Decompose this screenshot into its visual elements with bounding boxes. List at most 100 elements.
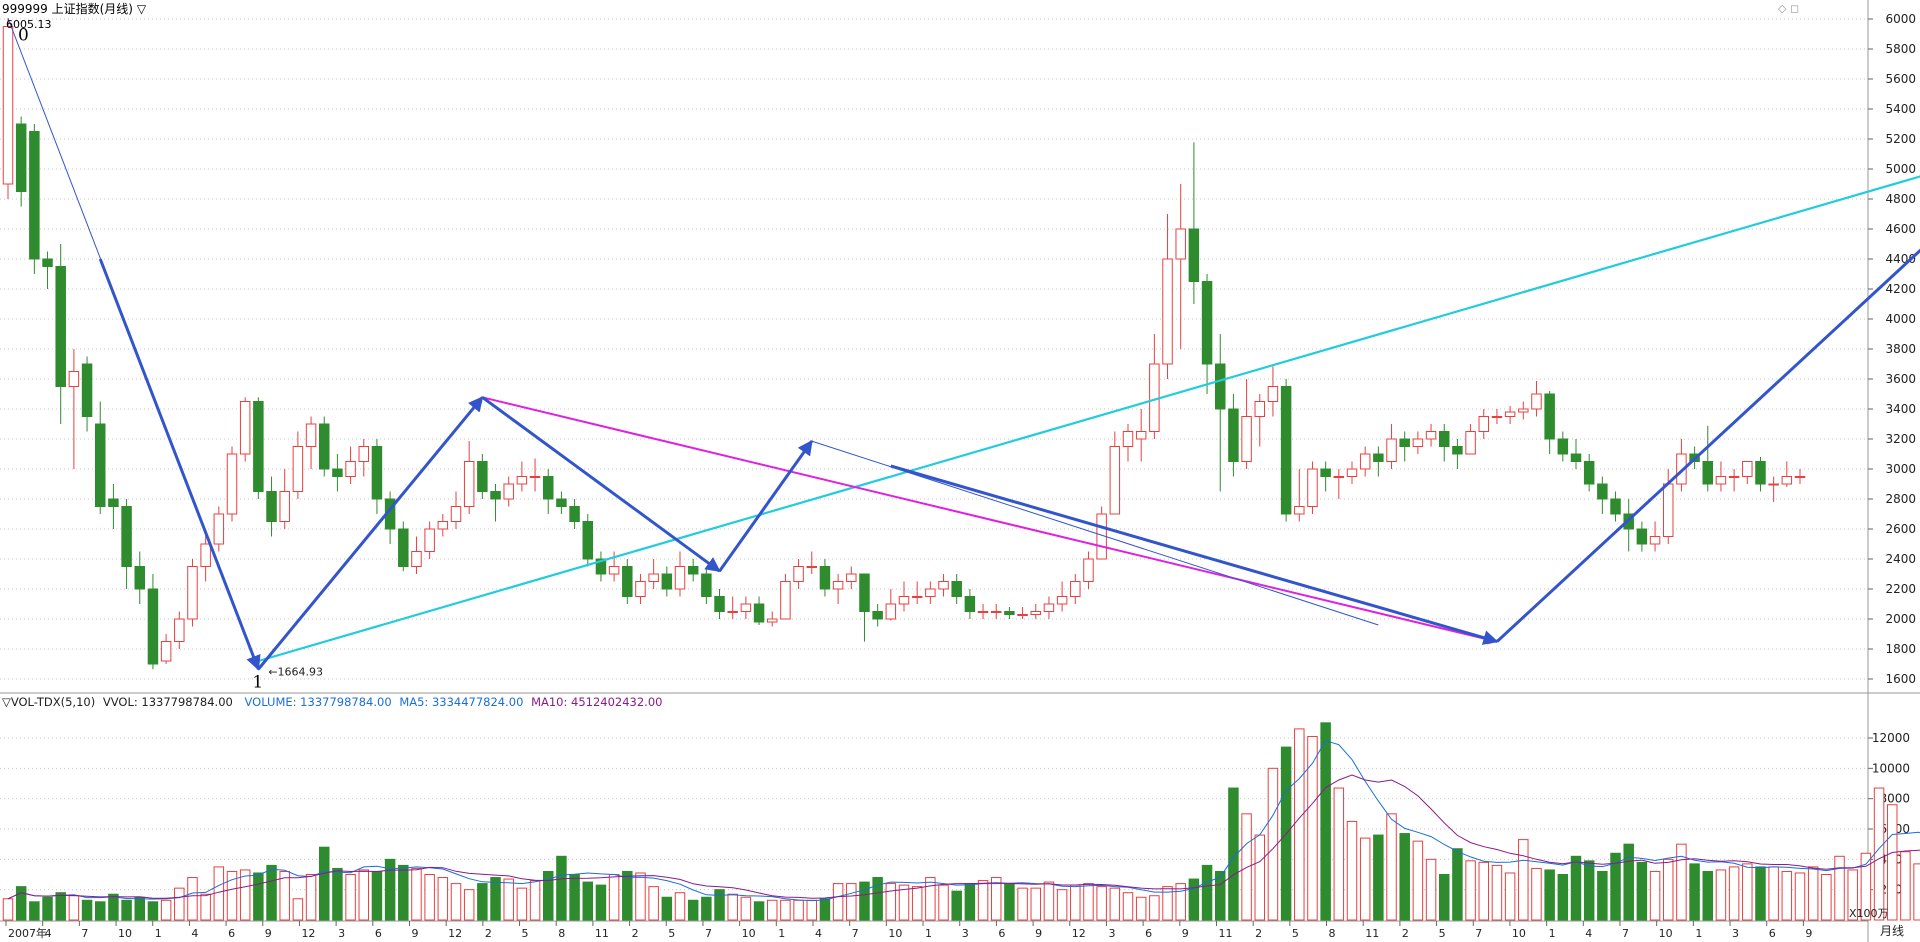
time-tick-label: 10 (742, 927, 756, 940)
candle-body (1030, 611, 1042, 615)
volume-bar (1056, 889, 1068, 921)
time-tick-label: 1 (778, 927, 785, 940)
volume-bar (332, 867, 343, 921)
volume-bar (1689, 863, 1700, 921)
candle-body (1188, 228, 1200, 282)
candle-body (542, 476, 554, 500)
vol-unit-label: X100万 (1849, 907, 1889, 920)
price-tick-label: 2400 (1885, 552, 1916, 566)
volume-tick-label: 10000 (1872, 761, 1910, 775)
volume-bar (1597, 870, 1608, 921)
time-tick-label: 7 (1622, 927, 1629, 940)
time-tick-label: 8 (558, 927, 565, 940)
chart-title[interactable]: 999999 上证指数(月线) ▽ (2, 2, 146, 16)
candle-body (1728, 476, 1740, 478)
ma10-line (7, 774, 1920, 900)
volume-bar (42, 896, 53, 921)
candle-body (239, 401, 251, 455)
candle-body (569, 506, 580, 522)
candle-body (1478, 416, 1490, 432)
candle-body (582, 521, 594, 560)
candle-body (1267, 386, 1279, 402)
wave-line (482, 396, 720, 572)
price-tick-label: 5800 (1885, 42, 1916, 56)
candle-body (371, 446, 383, 500)
price-tick-label: 2000 (1885, 612, 1916, 626)
candle-body (411, 551, 422, 567)
restore-icon[interactable]: ◇ (1778, 2, 1787, 15)
candle-body (463, 461, 475, 507)
time-tick-label: 1 (155, 927, 162, 940)
candle-body (529, 476, 541, 478)
time-tick-label: 9 (1182, 927, 1189, 940)
volume-bar (1623, 843, 1634, 921)
candle-body (1702, 461, 1714, 485)
volume-tick-label: 8000 (1879, 792, 1910, 806)
volume-bar (1135, 896, 1147, 921)
time-tick-label: 6 (998, 927, 1005, 940)
candle-body (1004, 611, 1015, 615)
candle-body (595, 558, 607, 575)
volume-bar (1794, 872, 1806, 921)
volume-bar (424, 874, 435, 921)
volume-bar (1913, 863, 1920, 921)
candle-body (1425, 431, 1437, 440)
candle-body (1175, 228, 1186, 260)
wave-arrow (890, 464, 1499, 645)
candle-body (279, 491, 290, 522)
volume-bar (1821, 874, 1832, 921)
volume-bar (1162, 886, 1173, 921)
volume-bar (1254, 834, 1266, 921)
vol-indicator-name[interactable]: ▽VOL-TDX(5,10) (2, 695, 96, 709)
maximize-icon[interactable]: ◻ (1789, 2, 1800, 15)
candle-body (1662, 483, 1674, 537)
time-tick-label: 4 (191, 927, 198, 940)
wave-arrow (718, 439, 813, 573)
price-tick-label: 3000 (1885, 462, 1916, 476)
candle-body (2, 26, 14, 185)
volume-bar (635, 872, 646, 921)
volume-bar (266, 864, 277, 921)
time-tick-label: 1 (1695, 927, 1702, 940)
candle-body (1465, 431, 1476, 455)
candle-body (121, 506, 132, 567)
candle-body (1043, 603, 1055, 612)
time-tick-label: 2 (1255, 927, 1262, 940)
candle-body (1438, 431, 1450, 447)
volume-bar (477, 883, 488, 921)
volume-bar (1228, 787, 1239, 921)
volume-bar (806, 899, 818, 921)
volume-bar (885, 883, 897, 921)
volume-bar (714, 889, 725, 921)
window-controls[interactable]: ◇ ◻ (1778, 2, 1799, 15)
volume-bar (200, 893, 211, 921)
candle-body (450, 506, 462, 522)
candlesticks (2, 18, 1806, 670)
candle-body (81, 363, 93, 417)
time-tick-label: 6 (1145, 927, 1152, 940)
volume-bar (1491, 864, 1503, 921)
price-tick-label: 3400 (1885, 402, 1916, 416)
candle-body (226, 453, 238, 515)
volume-bar (819, 898, 831, 921)
volume-bar (1373, 834, 1384, 921)
title-dropdown-icon[interactable]: ▽ (136, 2, 147, 16)
volume-bar (1847, 869, 1858, 921)
time-tick-label: 4 (1585, 927, 1592, 940)
candle-body (437, 521, 449, 530)
volume-bar (239, 869, 251, 921)
candle-body (1280, 386, 1292, 515)
period-label[interactable]: 月线 (1880, 924, 1905, 938)
volume-bar (608, 874, 620, 921)
volume-bar (147, 901, 159, 921)
candle-body (424, 528, 435, 552)
time-tick-label: 9 (265, 927, 272, 940)
volume-bar (358, 869, 370, 921)
volume-bar (1267, 767, 1279, 921)
candle-body (358, 446, 370, 462)
volume-bar (1755, 866, 1766, 921)
volume-bar (977, 880, 989, 921)
wave-point-label: 1 (252, 672, 263, 692)
